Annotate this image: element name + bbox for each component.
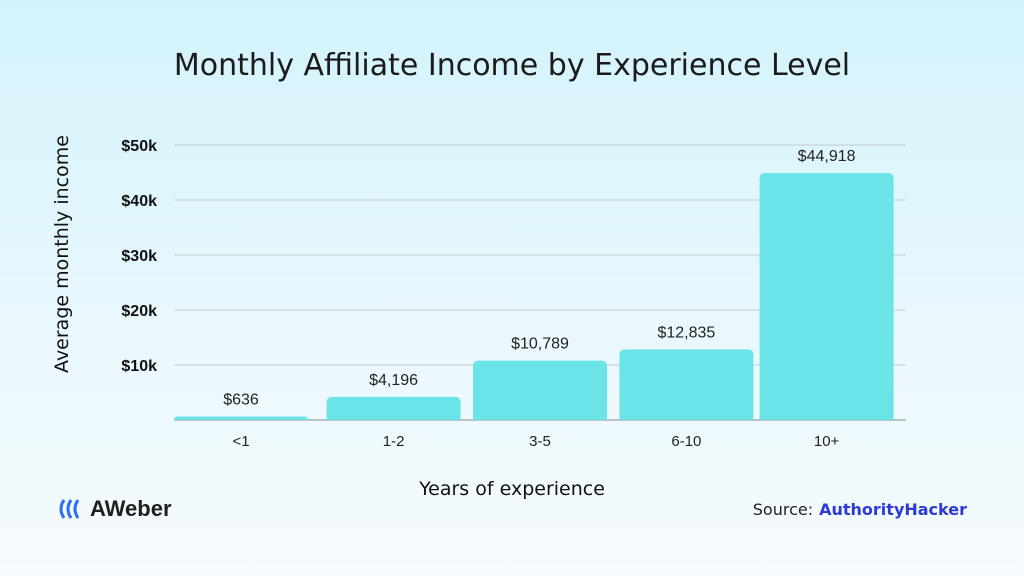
data-label: $44,918: [798, 148, 856, 165]
bar: [473, 360, 607, 420]
x-axis-label: Years of experience: [419, 478, 605, 500]
y-tick-label: $30k: [121, 248, 157, 265]
y-tick-label: $50k: [121, 138, 157, 155]
y-tick-label: $20k: [121, 303, 157, 320]
data-label: $12,835: [657, 324, 715, 341]
bar: [326, 396, 461, 420]
x-tick-label: 1-2: [383, 433, 405, 450]
data-label: $10,789: [511, 336, 569, 353]
logo-text: AWeber: [90, 496, 172, 521]
source-note: Source: AuthorityHacker: [753, 500, 967, 519]
source-label: Source:: [752, 500, 814, 519]
x-tick-label: 3-5: [529, 433, 551, 450]
bar: [619, 349, 754, 420]
aweber-waves-icon: [59, 499, 80, 519]
source-name: AuthorityHacker: [819, 500, 967, 519]
bar: [759, 172, 894, 420]
data-label: $636: [223, 392, 259, 409]
y-tick-label: $10k: [121, 358, 157, 375]
bar: [174, 416, 308, 420]
chart-title: Monthly Affiliate Income by Experience L…: [173, 48, 851, 83]
x-tick-label: <1: [232, 433, 249, 450]
y-tick-label: $40k: [121, 193, 157, 210]
x-tick-label: 10+: [814, 433, 840, 450]
aweber-logo: AWeber: [58, 496, 172, 522]
x-tick-label: 6-10: [671, 433, 701, 450]
data-label: $4,196: [369, 372, 418, 389]
